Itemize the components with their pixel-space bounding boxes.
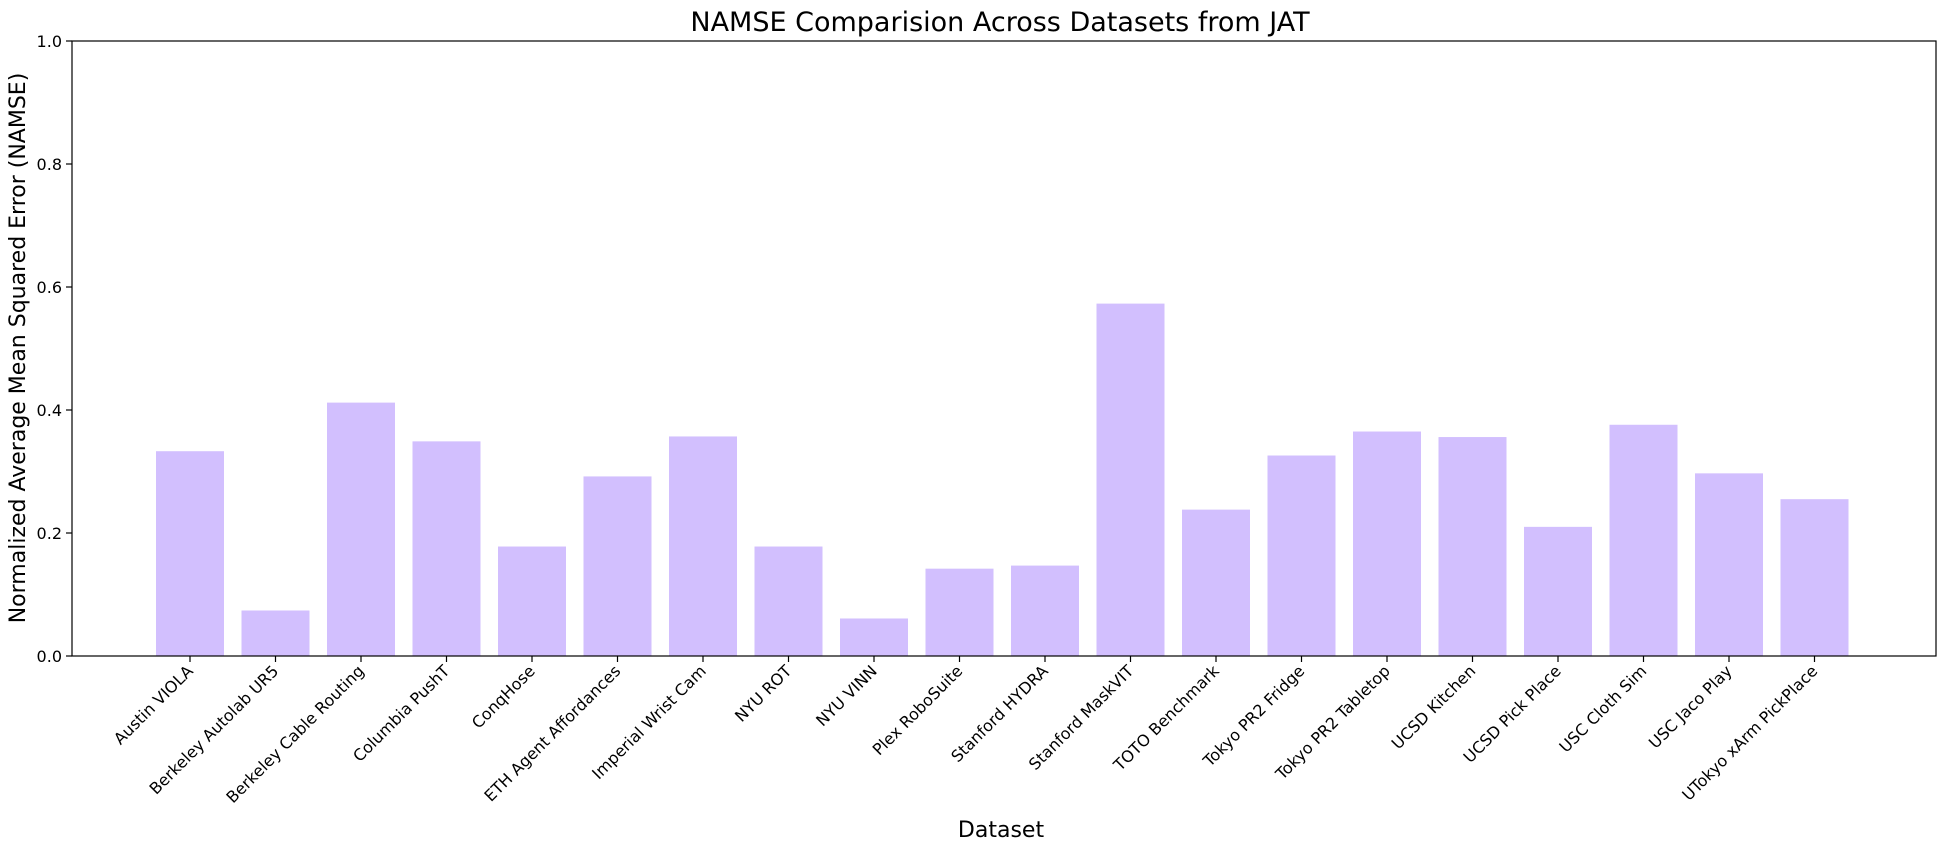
x-tick-label: ConqHose [468,661,539,732]
y-axis-ticks: 0.0 0.2 0.4 0.6 0.8 1.0 [37,32,72,666]
bar-imperial-wrist-cam [669,436,737,656]
y-axis-label: Normalized Average Mean Squared Error (N… [6,73,31,624]
bar-stanford-hydra [1011,565,1079,656]
bar-berkeley-autolab-ur5 [241,610,310,656]
bar-tokyo-pr2-tabletop [1353,431,1421,656]
bars-group [156,303,1849,656]
bar-nyu-vinn [840,618,908,656]
bar-utokyo-xarm-pickplace [1780,499,1849,656]
x-tick-label: USC Cloth Sim [1555,661,1650,756]
y-tick-label: 0.0 [37,647,62,666]
bar-stanford-maskvit [1096,303,1165,656]
y-tick-label: 0.8 [37,155,62,174]
x-tick-label: NYU ROT [731,661,796,726]
x-tick-label: UCSD Kitchen [1388,661,1480,753]
bar-austin-viola [156,451,224,656]
bar-berkeley-cable-routing [327,402,395,656]
bar-plex-robosuite [925,568,994,656]
bar-toto-benchmark [1182,509,1250,656]
bar-eth-agent-affordances [583,476,652,656]
bar-usc-cloth-sim [1609,424,1678,656]
y-tick-label: 1.0 [37,32,62,51]
y-tick-label: 0.6 [37,278,62,297]
x-tick-label: NYU VINN [812,661,881,730]
bar-nyu-rot [754,546,823,656]
x-tick-label: Plex RoboSuite [869,661,967,759]
x-tick-label: Austin VIOLA [110,661,197,748]
bar-tokyo-pr2-fridge [1267,455,1336,656]
bar-ucsd-pick-place [1524,526,1592,656]
y-tick-label: 0.4 [37,401,62,420]
chart-title: NAMSE Comparision Across Datasets from J… [690,7,1310,38]
x-tick-label: Berkeley Cable Routing [222,661,367,806]
bar-conqhose [498,546,566,656]
bar-usc-jaco-play [1695,473,1763,656]
bar-columbia-pusht [412,441,481,656]
y-tick-label: 0.2 [37,524,62,543]
plot-frame [71,40,1937,657]
bar-ucsd-kitchen [1438,437,1507,656]
x-tick-label: ETH Agent Affordances [480,661,624,805]
x-axis-label: Dataset [958,818,1045,843]
x-tick-label: USC Jaco Play [1645,661,1736,752]
